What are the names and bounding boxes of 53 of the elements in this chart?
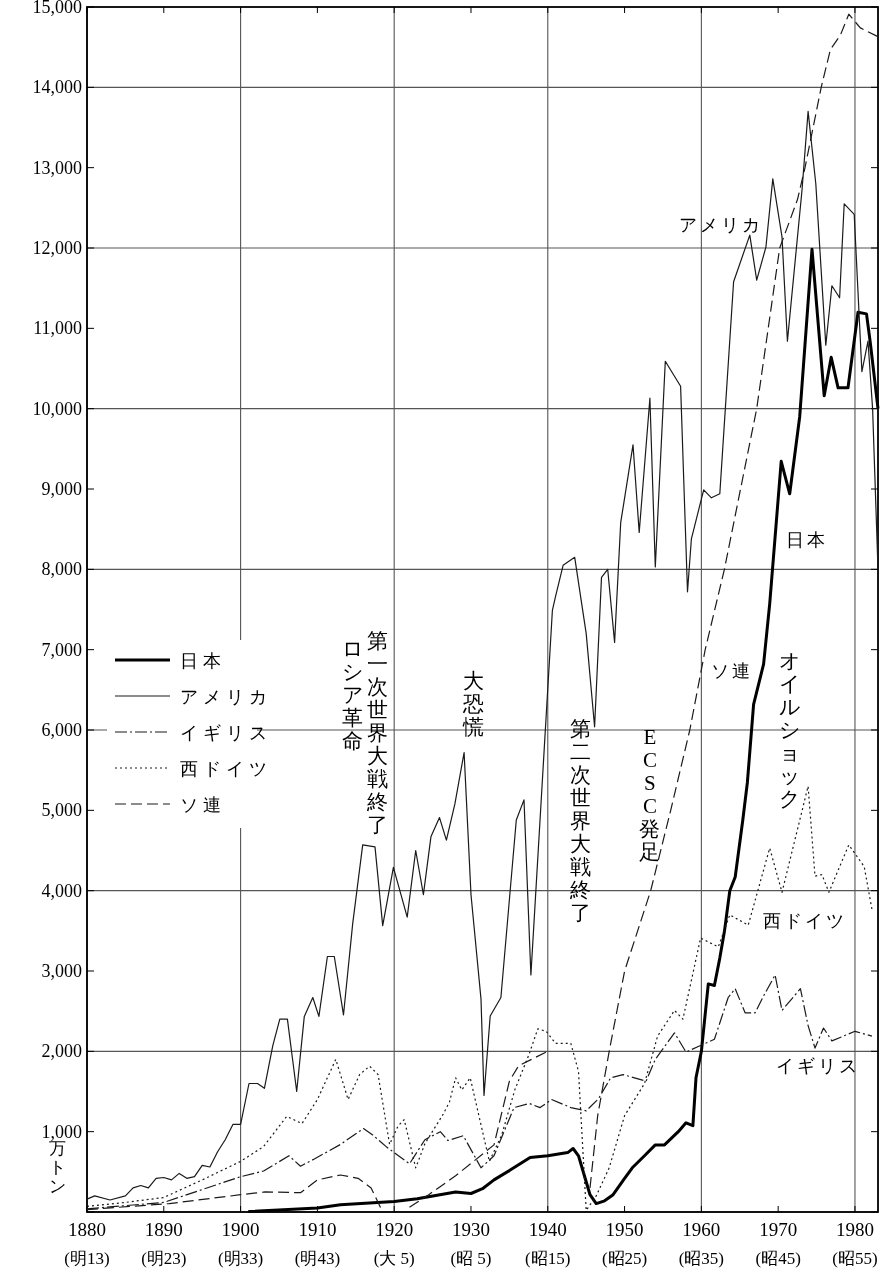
- y-tick-label: 2,000: [41, 1041, 82, 1062]
- y-tick-label: 12,000: [32, 238, 82, 258]
- annotation: (明13): [64, 1249, 110, 1268]
- x-tick-label: 1910: [298, 1219, 337, 1240]
- annotation: (昭45): [755, 1249, 801, 1268]
- legend-label: ソ連: [180, 795, 226, 815]
- y-tick-label: 11,000: [33, 318, 82, 339]
- x-tick-label: 1960: [682, 1219, 721, 1240]
- y-tick-label: 9,000: [41, 479, 82, 499]
- legend-label: 西ドイツ: [180, 759, 272, 779]
- y-tick-label: 14,000: [32, 77, 82, 98]
- annotation: 第一次世界大戦終了: [366, 628, 388, 837]
- annotation: (明43): [294, 1249, 341, 1268]
- x-tick-label: 1890: [144, 1219, 183, 1240]
- y-tick-label: 15,000: [32, 0, 82, 17]
- annotation: ソ連: [711, 660, 754, 681]
- annotation: (明23): [141, 1249, 187, 1268]
- y-tick-label: 3,000: [41, 961, 82, 981]
- y-tick-label: 5,000: [41, 800, 82, 821]
- x-tick-label: 1930: [451, 1219, 490, 1240]
- annotation: (明33): [217, 1249, 264, 1268]
- annotation: ロシア革命: [341, 636, 364, 753]
- annotation: (昭25): [601, 1249, 648, 1268]
- legend-label: アメリカ: [180, 687, 272, 707]
- x-tick-label: 1940: [528, 1219, 567, 1240]
- annotation: (昭 5): [450, 1249, 492, 1268]
- y-tick-label: 4,000: [41, 880, 82, 901]
- x-tick-label: 1900: [221, 1219, 260, 1240]
- annotation: イギリス: [776, 1056, 861, 1076]
- annotation: アメリカ: [678, 214, 763, 235]
- y-tick-label: 1,000: [41, 1121, 82, 1142]
- x-tick-label: 1950: [605, 1219, 644, 1240]
- annotation: (昭15): [525, 1249, 571, 1268]
- annotation: オイルショック: [779, 648, 802, 811]
- legend-label: イギリス: [180, 723, 272, 743]
- annotation: 日本: [785, 529, 828, 550]
- annotation: (昭55): [832, 1249, 878, 1268]
- x-tick-label: 1880: [68, 1219, 106, 1240]
- x-tick-label: 1980: [835, 1219, 874, 1240]
- y-tick-label: 6,000: [41, 720, 82, 740]
- annotation: (大 5): [373, 1249, 415, 1268]
- y-axis-title: 万トン: [48, 1139, 66, 1196]
- annotation: 西ドイツ: [763, 911, 848, 932]
- annotation: 大恐慌: [462, 668, 484, 739]
- y-tick-label: 13,000: [32, 157, 82, 178]
- legend-label: 日本: [180, 651, 226, 671]
- y-tick-label: 10,000: [32, 398, 82, 419]
- annotation: ECSC発足: [639, 725, 661, 864]
- x-tick-label: 1970: [759, 1219, 798, 1240]
- annotation: (昭35): [678, 1249, 725, 1268]
- y-tick-label: 8,000: [41, 559, 82, 580]
- x-tick-label: 1920: [375, 1219, 414, 1240]
- y-tick-label: 7,000: [41, 639, 82, 660]
